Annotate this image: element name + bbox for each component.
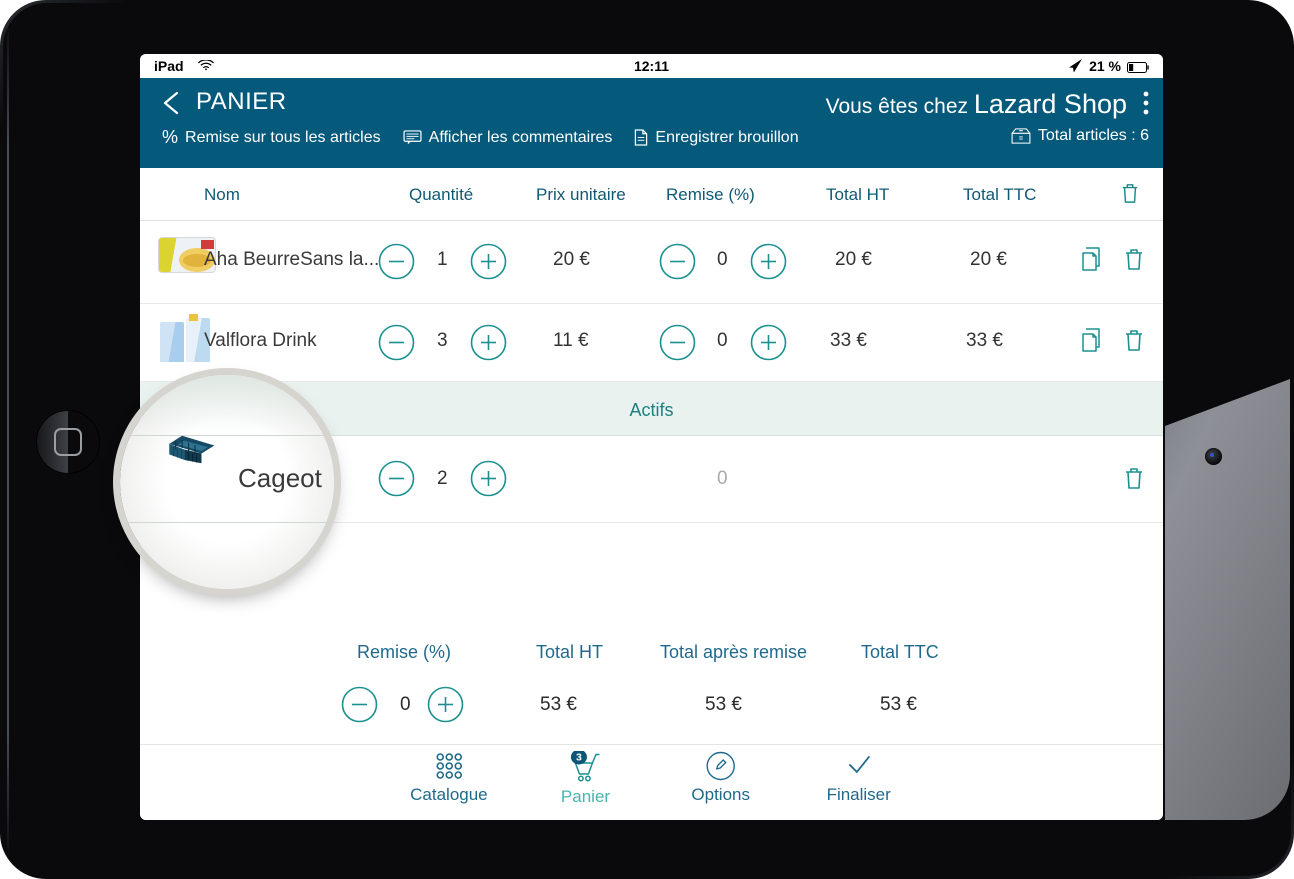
- svg-text:3: 3: [576, 751, 582, 763]
